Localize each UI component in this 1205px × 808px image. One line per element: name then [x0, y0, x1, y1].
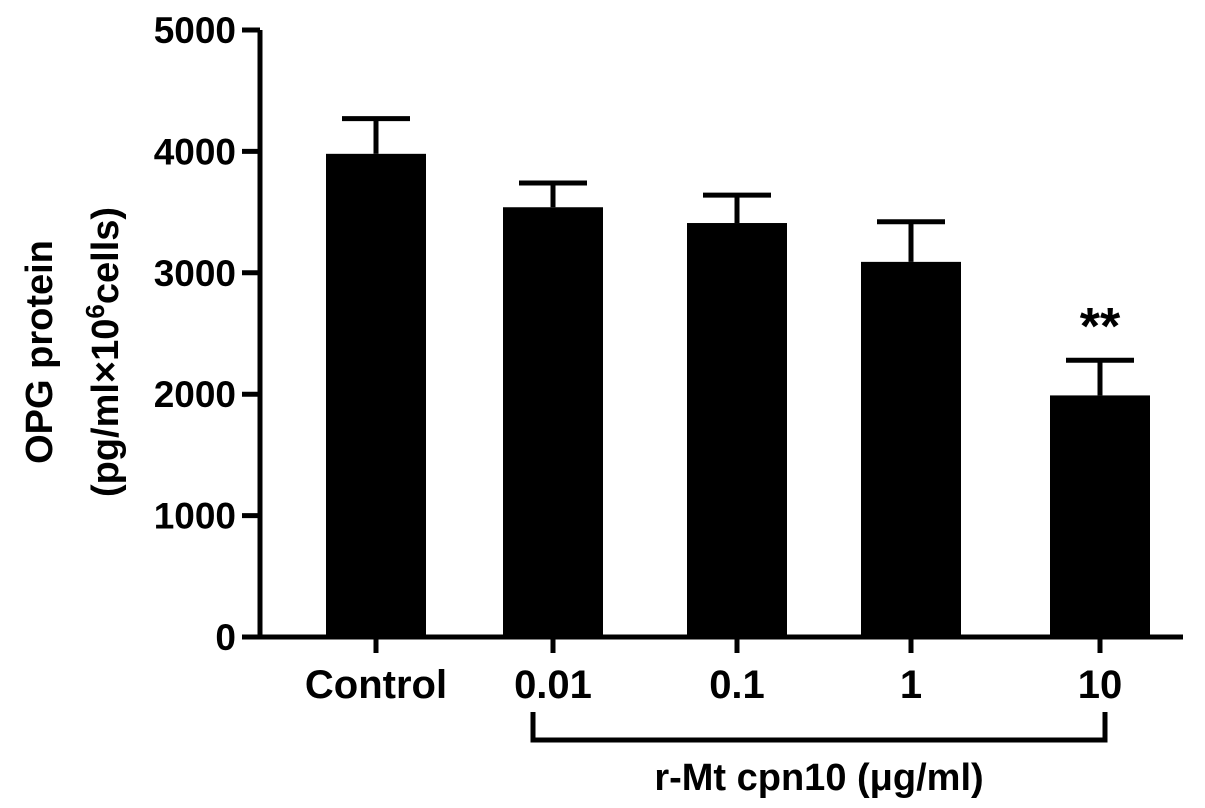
- bar: [861, 261, 961, 637]
- y-axis-title-line1: OPG protein: [19, 240, 61, 464]
- y-tick-label: 4000: [154, 131, 236, 172]
- y-tick-label: 3000: [154, 253, 236, 294]
- significance-label: **: [1080, 298, 1121, 356]
- group-label: r-Mt cpn10 (μg/ml): [654, 757, 983, 799]
- bars: **: [326, 116, 1150, 637]
- axes: 0 1000 2000 3000 4000 5000 Control 0.01 0.1 1 10: [154, 10, 1183, 707]
- y-tick-label: 0: [215, 617, 236, 658]
- x-tick-label: 1: [900, 663, 922, 707]
- bar: [503, 207, 603, 637]
- bar: [687, 223, 787, 637]
- bar: [1050, 395, 1150, 637]
- group-bracket-line: [530, 712, 1108, 743]
- x-tick-label: 10: [1078, 663, 1123, 707]
- y-axis-title-line2: (pg/ml×106cells): [80, 207, 127, 497]
- x-tick-label: 0.01: [514, 663, 592, 707]
- x-tick-label: Control: [305, 663, 447, 707]
- x-tick-label: 0.1: [709, 663, 765, 707]
- bar: [326, 153, 426, 637]
- y-tick-label: 5000: [154, 10, 236, 51]
- group-bracket: r-Mt cpn10 (μg/ml): [530, 712, 1108, 799]
- y-tick-label: 1000: [154, 496, 236, 537]
- y-tick-label: 2000: [154, 374, 236, 415]
- y-axis-title: OPG protein (pg/ml×106cells): [19, 207, 127, 497]
